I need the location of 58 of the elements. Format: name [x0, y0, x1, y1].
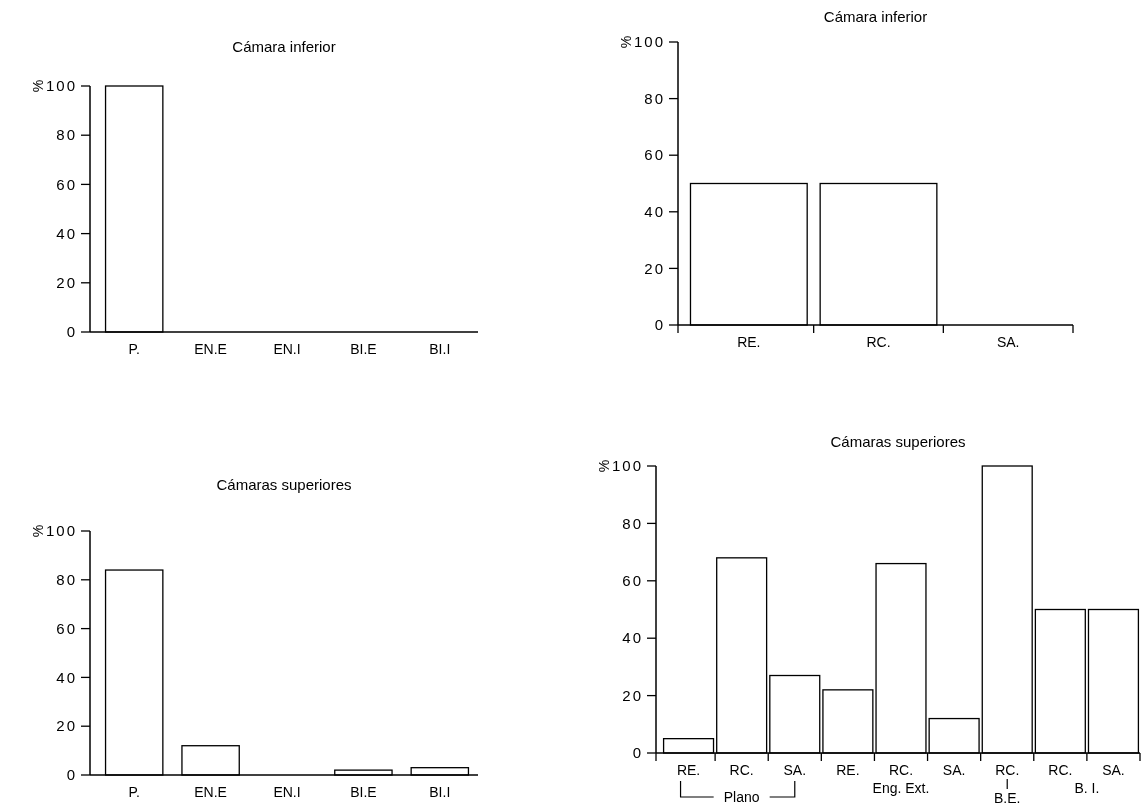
- text: B. I.: [1074, 780, 1100, 796]
- y-tick-label: 40: [622, 629, 643, 647]
- y-tick-label: 60: [56, 175, 77, 193]
- y-tick-label: 80: [644, 89, 665, 107]
- y-tick-label: 80: [622, 514, 643, 532]
- chart-title: Cámaras superiores: [216, 476, 352, 493]
- y-tick-label: 40: [644, 203, 665, 221]
- x-tick-label: EN.I: [273, 341, 301, 357]
- y-tick-label: 20: [56, 274, 77, 292]
- x-tick-label: RE.: [676, 762, 701, 778]
- x-tick-label: RC.: [888, 762, 914, 778]
- text: Plano: [723, 789, 760, 805]
- x-tick-label: SA.: [996, 334, 1020, 350]
- chart-title: Cámaras superiores: [830, 433, 966, 450]
- x-tick-label: EN.I: [273, 784, 301, 800]
- y-tick-label: 80: [56, 571, 77, 589]
- y-axis-title: %: [29, 79, 46, 93]
- text: B.E.: [993, 790, 1021, 806]
- y-tick-label: 60: [644, 146, 665, 164]
- x-tick-label: RC.: [1048, 762, 1073, 778]
- y-tick-label: 0: [654, 316, 665, 334]
- x-tick-label: SA.: [1102, 762, 1125, 778]
- x-tick-label: RC.: [866, 334, 891, 350]
- y-tick-label: 100: [633, 33, 665, 51]
- x-tick-label: BI.E: [350, 784, 377, 800]
- x-tick-label: SA.: [783, 762, 807, 778]
- y-tick-label: 100: [45, 522, 77, 540]
- x-tick-label: SA.: [942, 762, 966, 778]
- text: Eng. Ext.: [872, 780, 930, 796]
- y-tick-label: 0: [632, 744, 643, 762]
- x-tick-label: RC.: [729, 762, 754, 778]
- x-tick-label: P.: [128, 784, 140, 800]
- x-tick-label: EN.E: [194, 341, 227, 357]
- x-tick-label: RE.: [737, 334, 761, 350]
- y-tick-label: 20: [622, 686, 643, 704]
- y-tick-label: 40: [56, 224, 77, 242]
- y-tick-label: 0: [66, 323, 77, 341]
- y-axis-title: %: [617, 35, 634, 49]
- y-tick-label: 100: [45, 77, 77, 95]
- x-tick-label: BI.E: [350, 341, 377, 357]
- x-tick-label: BI.I: [429, 784, 451, 800]
- x-tick-label: P.: [128, 341, 140, 357]
- y-axis-title: %: [595, 459, 612, 473]
- x-tick-label: EN.E: [194, 784, 227, 800]
- y-tick-label: 40: [56, 668, 77, 686]
- y-tick-label: 0: [66, 766, 77, 784]
- y-axis-title: %: [29, 524, 46, 538]
- x-tick-label: BI.I: [429, 341, 451, 357]
- chart-title: Cámara inferior: [232, 38, 336, 55]
- chart-title: Cámara inferior: [823, 8, 928, 25]
- x-tick-label: RE.: [836, 762, 860, 778]
- y-tick-label: 60: [622, 572, 643, 590]
- x-tick-label: RC.: [995, 762, 1020, 778]
- y-tick-label: 100: [611, 457, 643, 475]
- y-tick-label: 60: [56, 619, 77, 637]
- y-tick-label: 20: [644, 259, 665, 277]
- y-tick-label: 80: [56, 126, 77, 144]
- y-tick-label: 20: [56, 717, 77, 735]
